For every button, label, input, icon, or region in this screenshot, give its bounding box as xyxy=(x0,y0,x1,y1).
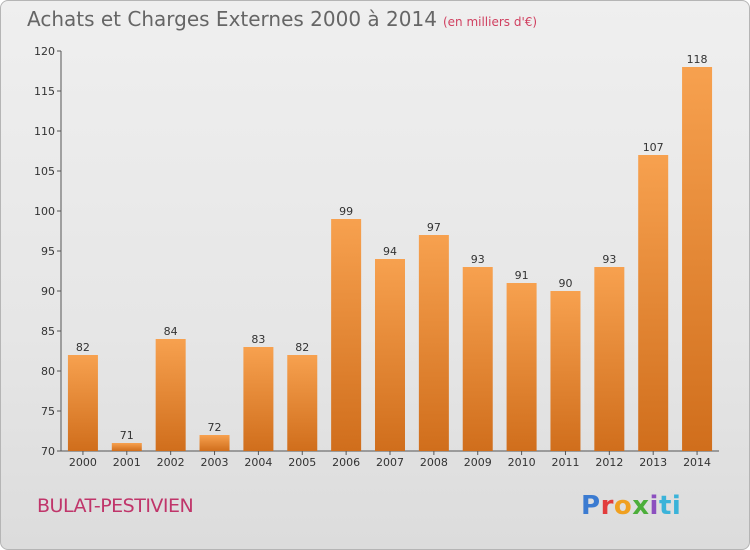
data-label: 94 xyxy=(383,245,397,258)
chart-subtitle: (en milliers d'€) xyxy=(442,15,538,29)
data-label: 82 xyxy=(76,341,90,354)
data-label: 90 xyxy=(558,277,572,290)
x-tick-label: 2000 xyxy=(69,456,97,469)
bar xyxy=(594,267,625,451)
y-tick-label: 105 xyxy=(34,165,55,178)
bar xyxy=(550,291,581,451)
y-tick-label: 100 xyxy=(34,205,55,218)
bar xyxy=(682,67,713,451)
proxiti-logo[interactable]: Proxiti xyxy=(581,491,681,521)
bar xyxy=(331,219,362,451)
bar xyxy=(155,339,186,451)
bar xyxy=(506,283,537,451)
data-label: 91 xyxy=(515,269,529,282)
y-tick-label: 75 xyxy=(41,405,55,418)
chart-labels: 82 71 84 72 83 82 99 94 97 93 91 90 93 107 118 xyxy=(76,53,708,442)
y-tick-label: 70 xyxy=(41,445,55,458)
commune-name: BULAT-PESTIVIEN xyxy=(37,495,194,517)
data-label: 82 xyxy=(295,341,309,354)
data-label: 93 xyxy=(471,253,485,266)
x-tick-label: 2003 xyxy=(201,456,229,469)
data-label: 83 xyxy=(251,333,265,346)
data-label: 99 xyxy=(339,205,353,218)
chart-bars xyxy=(67,67,713,451)
x-tick-label: 2008 xyxy=(420,456,448,469)
logo-letter: i xyxy=(649,491,659,521)
x-tick-label: 2011 xyxy=(551,456,579,469)
bar xyxy=(638,155,669,451)
x-tick-label: 2009 xyxy=(464,456,492,469)
data-label: 84 xyxy=(164,325,178,338)
y-tick-label: 85 xyxy=(41,325,55,338)
data-label: 72 xyxy=(208,421,222,434)
x-tick-label: 2002 xyxy=(157,456,185,469)
chart-title: Achats et Charges Externes 2000 à 2014 (e… xyxy=(27,7,537,31)
x-tick-label: 2006 xyxy=(332,456,360,469)
y-tick-label: 110 xyxy=(34,125,55,138)
data-label: 97 xyxy=(427,221,441,234)
y-tick-label: 90 xyxy=(41,285,55,298)
y-tick-label: 80 xyxy=(41,365,55,378)
data-label: 71 xyxy=(120,429,134,442)
data-label: 107 xyxy=(643,141,664,154)
x-tick-label: 2012 xyxy=(595,456,623,469)
logo-letter: x xyxy=(632,491,650,521)
logo-letter: P xyxy=(581,491,601,521)
bar xyxy=(111,443,142,451)
logo-letter: o xyxy=(613,491,633,521)
y-tick-label: 120 xyxy=(34,45,55,58)
bar xyxy=(287,355,318,451)
y-tick-label: 95 xyxy=(41,245,55,258)
chart-axes: 70 75 80 85 90 95 100 105 110 115 120 2000 2001 2002 2… xyxy=(34,45,719,469)
bar xyxy=(462,267,493,451)
chart-title-text: Achats et Charges Externes 2000 à 2014 xyxy=(27,7,437,31)
logo-letter: ti xyxy=(658,491,682,521)
x-tick-label: 2014 xyxy=(683,456,711,469)
bar xyxy=(418,235,449,451)
x-tick-label: 2005 xyxy=(288,456,316,469)
data-label: 93 xyxy=(602,253,616,266)
data-label: 118 xyxy=(687,53,708,66)
bar xyxy=(375,259,405,451)
bar xyxy=(67,355,98,451)
x-tick-label: 2001 xyxy=(113,456,141,469)
x-tick-label: 2010 xyxy=(508,456,536,469)
bar xyxy=(199,435,230,451)
logo-letter: r xyxy=(600,491,614,521)
y-tick-label: 115 xyxy=(34,85,55,98)
x-tick-label: 2004 xyxy=(244,456,272,469)
bar xyxy=(243,347,274,451)
x-tick-label: 2007 xyxy=(376,456,404,469)
x-tick-label: 2013 xyxy=(639,456,667,469)
